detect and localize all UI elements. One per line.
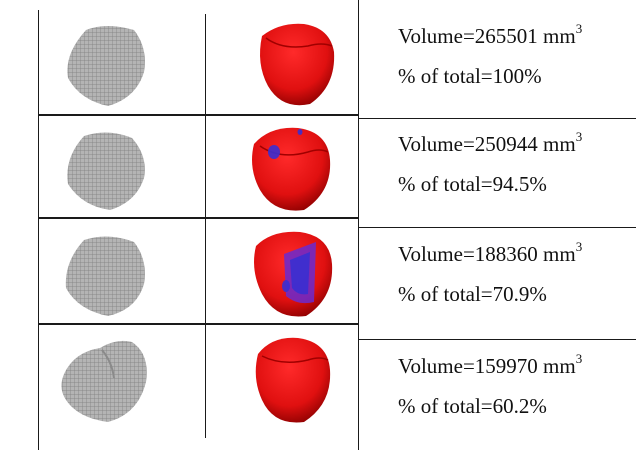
row-separator-2-right xyxy=(358,227,636,228)
table-right-divider xyxy=(358,0,359,450)
defect-spot xyxy=(297,129,303,135)
row-3-percent: % of total=70.9% xyxy=(398,282,547,306)
row-1-volume: Volume=265501 mm3 xyxy=(398,21,583,48)
row-3-stats: Volume=188360 mm3 % of total=70.9% xyxy=(398,236,630,307)
row-1-percent: % of total=100% xyxy=(398,64,542,88)
row-separator-2-left xyxy=(38,217,358,219)
voxel-model-thumbnail-row-2 xyxy=(67,132,145,210)
table-left-border xyxy=(38,10,39,450)
row-2-volume: Volume=250944 mm3 xyxy=(398,129,583,156)
row-4-stats: Volume=159970 mm3 % of total=60.2% xyxy=(398,348,630,419)
surface-model-thumbnail-row-3 xyxy=(254,231,333,317)
surface-model-thumbnail-row-2 xyxy=(252,127,331,211)
row-1-stats: Volume=265501 mm3 % of total=100% xyxy=(398,18,630,89)
defect-spot xyxy=(282,280,290,292)
surface-model-thumbnail-row-4 xyxy=(255,337,331,423)
surface-model-thumbnail-row-1 xyxy=(260,23,335,106)
row-3-volume: Volume=188360 mm3 xyxy=(398,239,583,266)
row-separator-1-left xyxy=(38,114,358,116)
voxel-model-thumbnail-row-3 xyxy=(65,236,145,316)
voxel-model-thumbnail-row-1 xyxy=(67,26,145,106)
row-4-percent: % of total=60.2% xyxy=(398,394,547,418)
row-2-percent: % of total=94.5% xyxy=(398,172,547,196)
defect-spot xyxy=(268,145,280,159)
row-separator-3-right xyxy=(358,339,636,340)
row-2-stats: Volume=250944 mm3 % of total=94.5% xyxy=(398,126,630,197)
table-column-divider xyxy=(205,14,206,438)
row-separator-3-left xyxy=(38,323,358,325)
voxel-model-thumbnail-row-4 xyxy=(61,340,147,422)
row-separator-1-right xyxy=(358,118,636,119)
row-4-volume: Volume=159970 mm3 xyxy=(398,351,583,378)
